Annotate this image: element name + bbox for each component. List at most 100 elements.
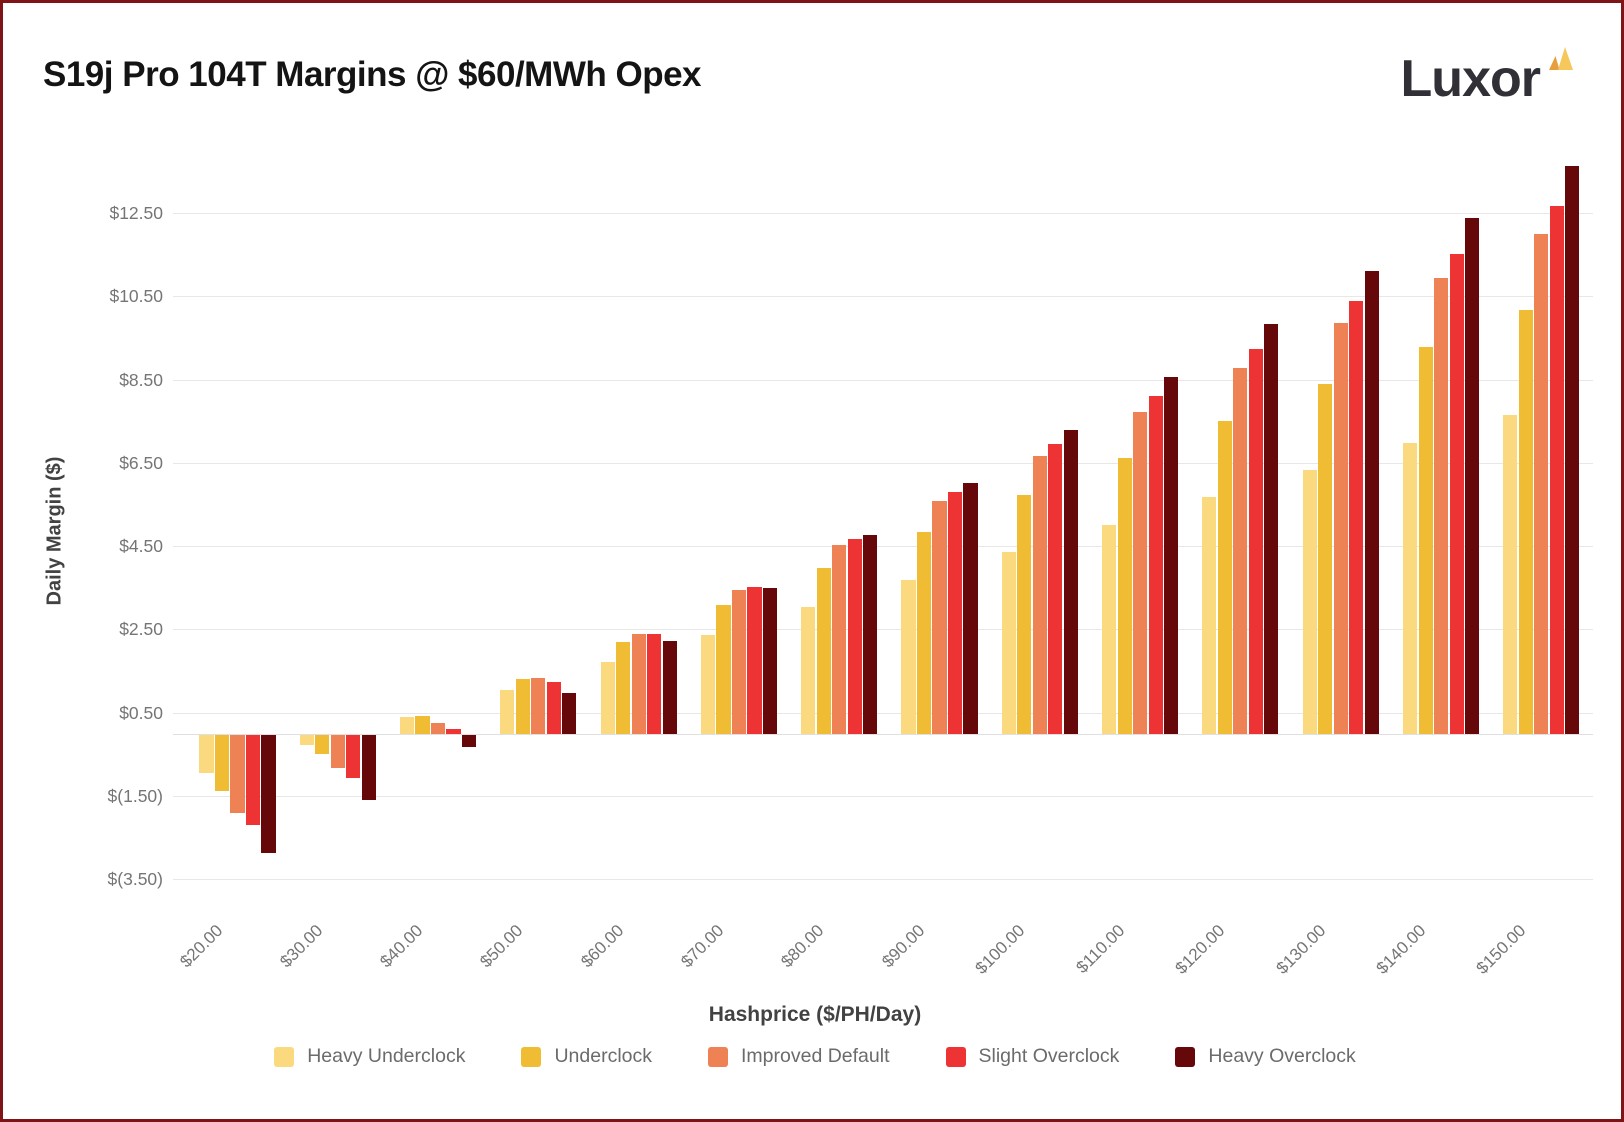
y-tick-label: $8.50 xyxy=(119,369,163,390)
legend-label: Heavy Overclock xyxy=(1208,1045,1356,1067)
bar xyxy=(1001,552,1016,734)
bar xyxy=(461,734,477,748)
bar xyxy=(531,678,546,734)
bar xyxy=(245,734,261,826)
bar xyxy=(1418,346,1433,734)
bar xyxy=(299,734,314,746)
bar xyxy=(1434,278,1449,734)
x-tick-label: $20.00 xyxy=(175,921,226,972)
bar xyxy=(1465,218,1480,734)
bar xyxy=(1048,444,1063,734)
bar xyxy=(631,634,646,734)
bar xyxy=(1503,415,1518,734)
bar xyxy=(1318,383,1333,734)
legend-item: Improved Default xyxy=(708,1045,890,1068)
bar xyxy=(562,693,577,734)
bar xyxy=(415,716,430,734)
x-tick-label: $110.00 xyxy=(1072,921,1129,978)
bar xyxy=(1565,165,1580,734)
legend-item: Slight Overclock xyxy=(945,1045,1119,1068)
bar xyxy=(1449,253,1464,734)
bar xyxy=(662,640,677,734)
y-tick-label: $2.50 xyxy=(119,619,163,640)
bar xyxy=(1248,348,1263,734)
bar xyxy=(762,587,778,734)
bar xyxy=(963,482,978,734)
gridline xyxy=(173,629,1593,631)
luxor-logo: Luxor xyxy=(1400,47,1575,108)
bar xyxy=(1202,497,1217,734)
bar xyxy=(1102,524,1117,734)
bar xyxy=(399,716,415,734)
legend-swatch xyxy=(1175,1046,1196,1067)
gridline xyxy=(173,796,1593,798)
bar xyxy=(1233,367,1248,734)
x-tick-label: $140.00 xyxy=(1372,921,1430,978)
bar xyxy=(261,734,276,853)
gridline xyxy=(173,296,1593,298)
bar xyxy=(716,605,731,734)
bar xyxy=(916,531,932,734)
x-tick-label: $80.00 xyxy=(777,921,828,972)
luxor-logo-text: Luxor xyxy=(1400,50,1541,108)
bar xyxy=(747,586,762,734)
x-tick-label: $70.00 xyxy=(677,921,728,972)
x-tick-label: $30.00 xyxy=(276,921,327,972)
bar xyxy=(801,607,816,734)
bar xyxy=(361,734,376,800)
x-tick-label: $130.00 xyxy=(1272,921,1330,978)
bar xyxy=(1063,429,1078,734)
bar xyxy=(647,634,662,734)
gridline xyxy=(173,712,1593,714)
bar xyxy=(1333,322,1348,734)
x-tick-label: $90.00 xyxy=(877,921,928,972)
x-axis-title: Hashprice ($/PH/Day) xyxy=(708,1003,922,1026)
legend-swatch xyxy=(274,1046,295,1067)
bar xyxy=(1117,457,1132,734)
y-tick-label: $(1.50) xyxy=(107,786,163,807)
x-tick-label: $150.00 xyxy=(1472,921,1530,978)
bar xyxy=(816,568,831,734)
bar xyxy=(1264,324,1279,734)
legend-label: Heavy Underclock xyxy=(307,1045,466,1067)
bar xyxy=(330,734,345,769)
bar xyxy=(1133,411,1148,734)
luxor-logo-mark-icon xyxy=(1549,47,1573,70)
bar xyxy=(1164,376,1179,734)
bar xyxy=(832,544,847,734)
legend-item: Heavy Underclock xyxy=(274,1045,465,1068)
bar xyxy=(932,500,947,734)
bar xyxy=(1302,470,1317,734)
x-tick-label: $120.00 xyxy=(1171,921,1229,978)
y-axis-title: Daily Margin ($) xyxy=(43,456,66,606)
bar xyxy=(1534,234,1549,734)
legend-label: Improved Default xyxy=(741,1045,890,1067)
bar xyxy=(1349,301,1364,734)
y-tick-label: $(3.50) xyxy=(107,869,163,890)
chart-title: S19j Pro 104T Margins @ $60/MWh Opex xyxy=(43,55,702,94)
legend-swatch xyxy=(521,1046,542,1067)
bar xyxy=(515,679,530,734)
y-tick-label: $10.50 xyxy=(109,286,163,307)
y-tick-label: $12.50 xyxy=(109,202,163,223)
bar xyxy=(1148,396,1163,734)
bar xyxy=(700,634,716,734)
bar xyxy=(1403,442,1418,734)
gridline xyxy=(173,879,1593,881)
legend-swatch xyxy=(945,1046,966,1067)
bar xyxy=(315,734,330,755)
bar xyxy=(1217,420,1232,734)
gridline xyxy=(173,546,1593,548)
bar xyxy=(600,662,615,734)
gridline xyxy=(173,212,1593,214)
bar xyxy=(230,734,245,813)
bar xyxy=(863,534,878,734)
bar xyxy=(1017,494,1032,734)
x-tick-label: $50.00 xyxy=(476,921,527,972)
bar xyxy=(616,642,631,734)
legend-item: Underclock xyxy=(521,1045,652,1068)
x-tick-label: $100.00 xyxy=(971,921,1029,978)
gridline xyxy=(173,379,1593,381)
bar xyxy=(947,491,963,734)
